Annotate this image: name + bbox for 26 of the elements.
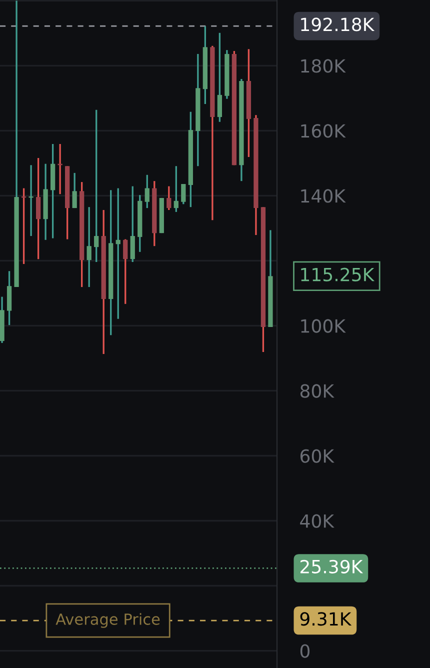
text: 115.25K xyxy=(301,268,375,282)
candlestick xyxy=(86,206,92,288)
candlestick xyxy=(36,157,41,260)
y-tick-label: 140K xyxy=(301,189,346,203)
y-tick-label: 0 xyxy=(300,644,310,658)
y-tick-label: 60K xyxy=(300,449,334,463)
ref-line-label: 25.39K xyxy=(300,560,364,574)
y-tick-label: 180K xyxy=(301,59,346,73)
ref-line-label: 9.31K xyxy=(300,612,352,626)
y-tick-label: 80K xyxy=(300,384,334,398)
candlestick xyxy=(217,32,222,123)
y-tick-label: 40K xyxy=(300,514,334,528)
annotation: Average Price xyxy=(56,613,160,628)
candlestick xyxy=(181,183,186,205)
candlestick xyxy=(144,174,150,209)
candlestick xyxy=(116,187,120,320)
candlestick xyxy=(123,238,128,305)
candlestick xyxy=(166,185,172,211)
candlestick xyxy=(28,164,34,237)
candlestick xyxy=(72,172,77,209)
y-tick-label: 160K xyxy=(301,124,346,138)
candlestick xyxy=(130,185,135,263)
candlestick xyxy=(94,109,99,263)
ref-line-label: 192.18K xyxy=(301,18,375,32)
y-tick-label: 100K xyxy=(301,319,346,333)
candlestick xyxy=(174,165,178,213)
